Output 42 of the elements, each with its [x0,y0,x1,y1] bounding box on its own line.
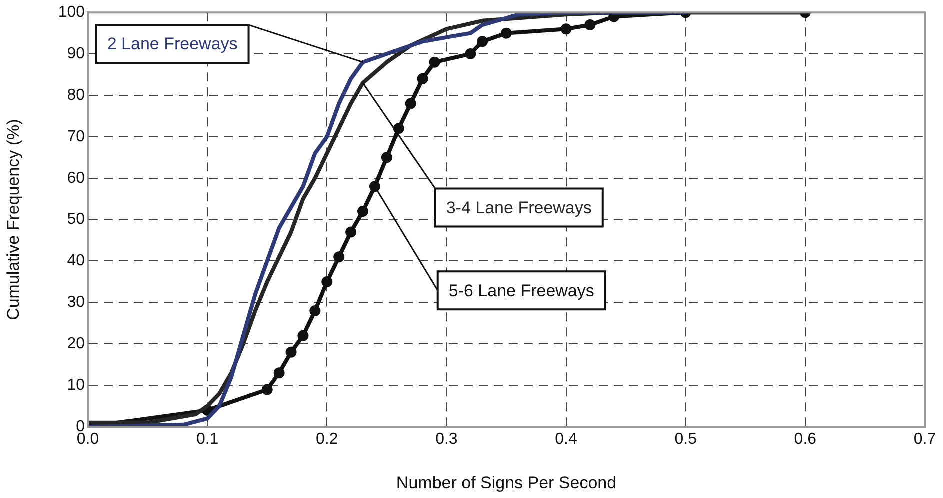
y-tick-label: 30 [67,294,86,312]
x-tick-label: 0.1 [196,431,219,448]
y-tick-label: 50 [67,211,86,228]
y-tick-label: 90 [67,45,86,62]
x-tick-label: 0.2 [316,431,338,448]
point [358,206,369,218]
point [286,346,297,358]
y-tick-label: 100 [58,4,86,22]
point [465,48,476,60]
y-tick-label: 40 [67,252,86,270]
y-tick-label: 70 [67,128,86,146]
point [429,56,440,68]
x-tick-label: 0.4 [555,431,578,448]
point [262,384,273,396]
x-tick-label: 0.6 [794,431,817,448]
y-tick-label: 10 [67,376,86,394]
y-tick-label: 80 [67,86,86,104]
point [310,305,321,316]
point [298,330,309,342]
x-tick-label: 0.3 [436,431,458,448]
point [405,98,416,110]
text: 2 Lane Freeways [107,34,238,54]
point [346,226,357,238]
point [584,20,596,31]
point [393,123,404,134]
text: 5-6 Lane Freeways [448,281,594,300]
point [501,28,512,39]
y-axis-title: Cumulative Frequency (%) [4,119,23,320]
point [369,181,380,192]
point [334,252,345,263]
x-axis-title: Number of Signs Per Second [396,473,617,492]
point [417,73,428,84]
x-tick-label: 0.5 [674,431,698,448]
y-tick-label: 60 [67,170,86,187]
point [322,276,333,288]
point [477,36,488,48]
point [381,152,392,164]
text: 3-4 Lane Freeways [446,198,592,218]
x-tick-label: 0.7 [914,431,936,448]
point [560,24,572,35]
point [274,368,285,379]
y-tick-label: 20 [67,336,86,353]
